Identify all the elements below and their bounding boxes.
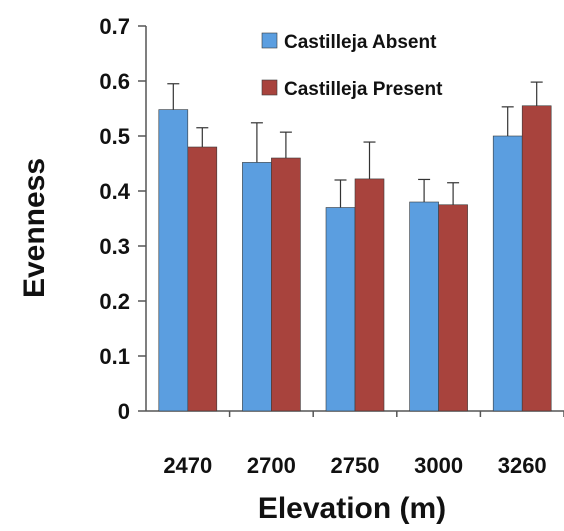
legend: Castilleja Absent Castilleja Present <box>261 32 443 100</box>
bar-absent-2750 <box>325 207 356 412</box>
y-tick-label: 0 <box>118 399 130 424</box>
bar-absent-2700 <box>242 162 272 412</box>
legend-label-present: Castilleja Present <box>284 79 443 100</box>
bar-series <box>158 105 552 412</box>
y-tick-label: 0.3 <box>99 234 130 259</box>
y-tick-label: 0.6 <box>99 69 130 94</box>
bar-absent-2470 <box>158 109 189 412</box>
bar-present-2750 <box>354 178 385 412</box>
x-tick-label: 2470 <box>163 453 212 478</box>
x-tick-label: 2700 <box>247 453 296 478</box>
x-tick-label: 3260 <box>498 453 547 478</box>
x-tick-label: 2750 <box>331 453 380 478</box>
legend-swatch-absent <box>261 32 278 49</box>
legend-label-absent: Castilleja Absent <box>284 32 437 53</box>
bar-absent-3260 <box>492 135 523 412</box>
x-axis-title: Elevation (m) <box>258 492 446 525</box>
y-tick-label: 0.7 <box>99 14 130 39</box>
error-bars <box>167 81 543 208</box>
y-tick-label: 0.1 <box>99 344 130 369</box>
bar-present-3260 <box>521 105 552 412</box>
legend-swatch-present <box>261 79 278 96</box>
bar-present-3000 <box>438 204 468 412</box>
bar-absent-3000 <box>409 201 439 412</box>
y-tick-label: 0.2 <box>99 289 130 314</box>
bar-present-2700 <box>271 157 301 412</box>
y-axis: 0 0.1 0.2 0.3 0.4 0.5 0.6 0.7 <box>99 14 147 424</box>
x-tick-label: 3000 <box>414 453 463 478</box>
x-axis: 2470 2700 2750 3000 3260 <box>146 410 564 478</box>
y-axis-title: Evenness <box>18 158 51 298</box>
y-tick-label: 0.4 <box>99 179 130 204</box>
bar-present-2470 <box>187 146 218 412</box>
y-tick-label: 0.5 <box>99 124 130 149</box>
